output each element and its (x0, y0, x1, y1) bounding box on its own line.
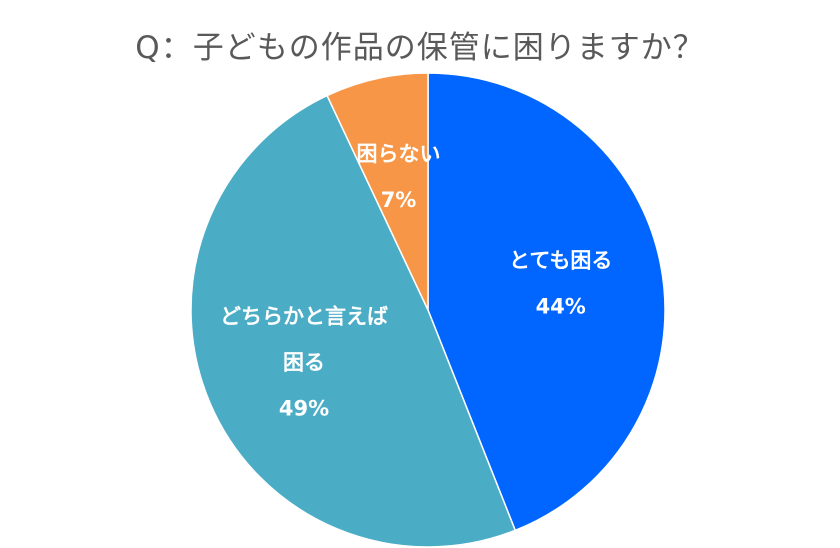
pie-slice-not-troubled (326, 72, 429, 311)
slice-value-not-troubled: 7% (381, 188, 417, 212)
slice-value-somewhat-troubled: 49% (279, 397, 329, 421)
slice-label-not-troubled-line-1: 困らない (357, 142, 441, 166)
chart-title: Q：子どもの作品の保管に困りますか？ (135, 30, 705, 66)
pie-slice-somewhat-troubled (190, 94, 517, 548)
pie-slice-very-troubled (427, 72, 666, 532)
slice-label-very-troubled-line-1: とても困る (509, 249, 612, 273)
slice-value-very-troubled: 44% (536, 295, 586, 319)
slice-label-somewhat-troubled-line-2: 困る (283, 351, 325, 375)
slice-label-somewhat-troubled-line-1: どちらかと言えば (220, 305, 388, 329)
